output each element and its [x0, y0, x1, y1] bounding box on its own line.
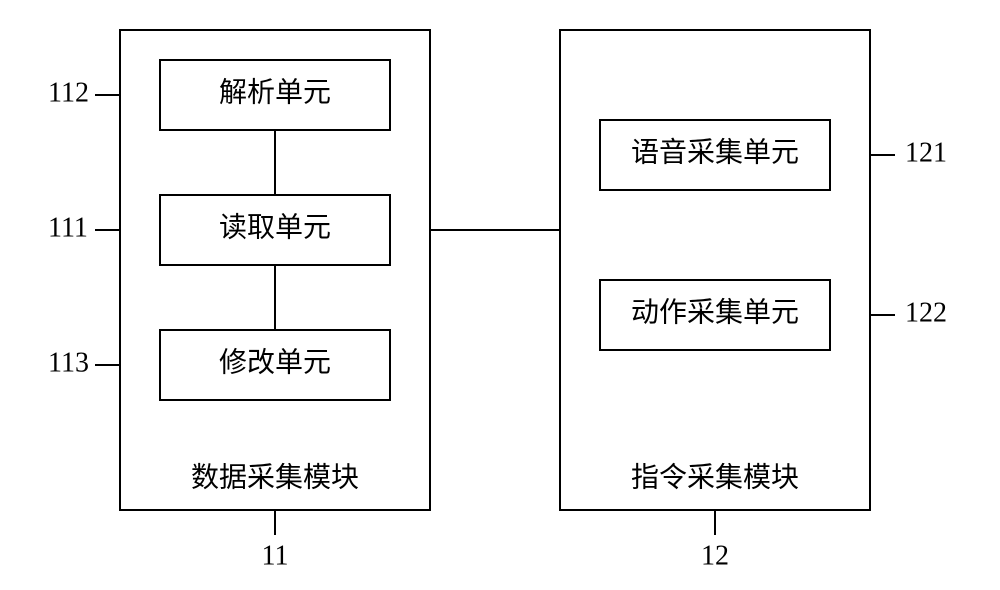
right-unit-label-121: 语音采集单元	[631, 136, 799, 168]
right-unit-id-121: 121	[905, 137, 947, 168]
right-unit-id-122: 122	[905, 297, 947, 328]
right-module-box	[560, 30, 870, 510]
right-unit-label-122: 动作采集单元	[631, 296, 799, 328]
block-diagram: 数据采集模块 11 解析单元 112 读取单元 111 修改单元 113 指令采集模块 12 语音采…	[0, 0, 1000, 590]
left-unit-label-111: 读取单元	[219, 211, 331, 243]
left-unit-label-113: 修改单元	[219, 346, 331, 378]
right-module-id: 12	[701, 540, 729, 571]
left-unit-id-112: 112	[48, 77, 89, 108]
left-module-title: 数据采集模块	[191, 461, 359, 493]
left-unit-id-113: 113	[48, 347, 89, 378]
left-module-id: 11	[262, 540, 289, 571]
left-unit-id-111: 111	[48, 212, 88, 243]
right-module-title: 指令采集模块	[631, 461, 799, 493]
left-unit-label-112: 解析单元	[219, 76, 331, 108]
